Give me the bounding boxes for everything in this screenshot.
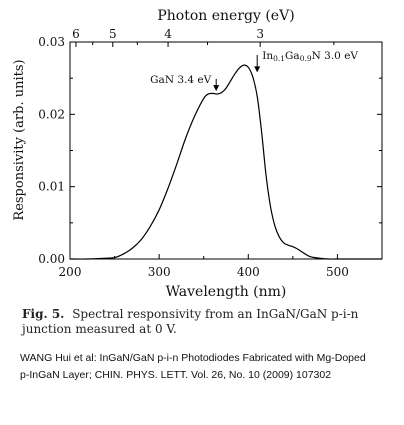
gan-annotation: GaN 3.4 eV [150,74,211,86]
x-tick-label: 200 [59,265,82,279]
top-tick-label: 6 [72,27,80,41]
x-tick-label: 500 [326,265,349,279]
y-tick-label: 0.02 [38,107,65,121]
figure-caption: Fig. 5. Spectral responsivity from an In… [22,307,387,337]
caption-label: Fig. 5. [22,307,65,321]
x-axis-label: Wavelength (nm) [166,284,287,300]
top-tick-label: 4 [164,27,172,41]
plot-frame [69,41,383,260]
top-tick-label: 3 [256,27,264,41]
citation-line-2: p-InGaN Layer; CHIN. PHYS. LETT. Vol. 26… [20,369,332,381]
y-axis-label: Responsivity (arb. units) [12,59,27,220]
ingan-annotation: In0.1Ga0.9N 3.0 eV [262,50,358,63]
x-tick-label: 400 [237,265,260,279]
x-tick-label: 300 [148,265,171,279]
citation: WANG Hui et al: InGaN/GaN p-i-n Photodio… [20,350,390,384]
caption-text: Spectral responsivity from an InGaN/GaN … [22,307,359,336]
y-tick-label: 0.03 [38,35,65,49]
responsivity-chart: Photon energy (eV) Responsivity (arb. un… [12,8,383,300]
y-tick-label: 0.00 [38,252,65,266]
top-axis-label: Photon energy (eV) [157,8,294,24]
top-tick-label: 5 [109,27,117,41]
series-line [69,64,382,260]
y-tick-label: 0.01 [38,180,65,194]
ingan-arrow-head [254,66,261,73]
gan-arrow-head [213,85,220,92]
citation-line-1: WANG Hui et al: InGaN/GaN p-i-n Photodio… [20,352,366,364]
